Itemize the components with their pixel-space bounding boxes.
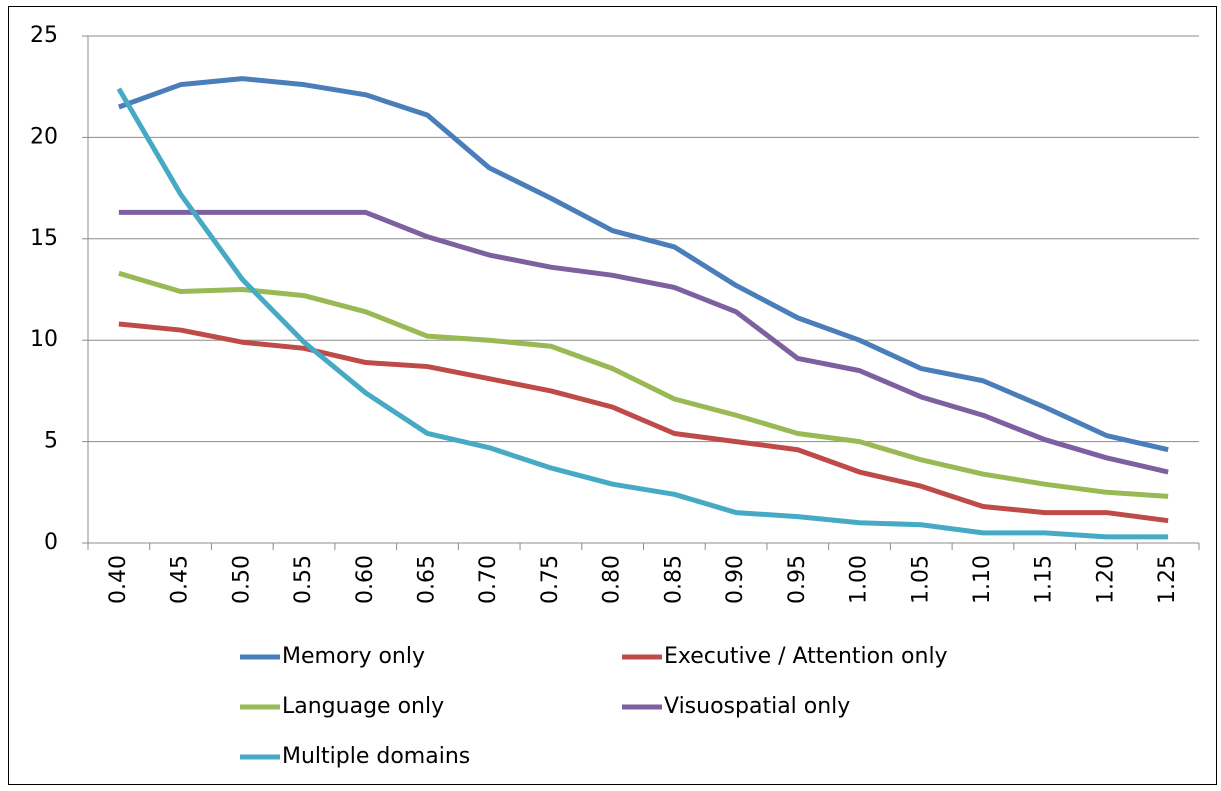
x-tick-label: 1.05: [908, 555, 933, 604]
chart-frame: [8, 6, 1217, 785]
legend-label: Multiple domains: [282, 744, 470, 769]
series-line: [116, 87, 1169, 540]
x-tick-label: 0.75: [538, 555, 563, 604]
legend-label: Language only: [282, 694, 444, 719]
x-tick-label: 0.60: [353, 555, 378, 604]
x-tick-label: 0.40: [106, 555, 131, 604]
legend-label: Visuospatial only: [664, 694, 850, 719]
x-tick-label: 1.00: [847, 555, 872, 604]
y-tick-label: 0: [44, 530, 58, 555]
series-line: [118, 209, 1169, 475]
x-tick-label: 1.10: [970, 555, 995, 604]
x-tick-label: 0.95: [785, 555, 810, 604]
y-tick-label: 10: [30, 327, 58, 352]
x-tick-label: 0.55: [291, 555, 316, 604]
y-tick-label: 20: [30, 124, 58, 149]
x-tick-label: 1.15: [1032, 555, 1057, 604]
x-tick-label: 1.25: [1155, 555, 1180, 604]
series-line: [118, 270, 1169, 499]
y-tick-label: 25: [30, 23, 58, 48]
x-tick-label: 0.65: [414, 555, 439, 604]
x-tick-label: 1.20: [1093, 555, 1118, 604]
legend-label: Memory only: [282, 644, 425, 669]
y-tick-label: 15: [30, 226, 58, 251]
series-line: [118, 76, 1169, 453]
y-tick-label: 5: [44, 429, 58, 454]
x-tick-label: 0.90: [723, 555, 748, 604]
x-tick-label: 0.85: [661, 555, 686, 604]
x-tick-label: 0.50: [229, 555, 254, 604]
x-tick-label: 0.45: [168, 555, 193, 604]
x-tick-label: 0.80: [600, 555, 625, 604]
x-tick-label: 0.70: [476, 555, 501, 604]
series-line: [118, 321, 1169, 524]
legend-label: Executive / Attention only: [664, 644, 948, 669]
